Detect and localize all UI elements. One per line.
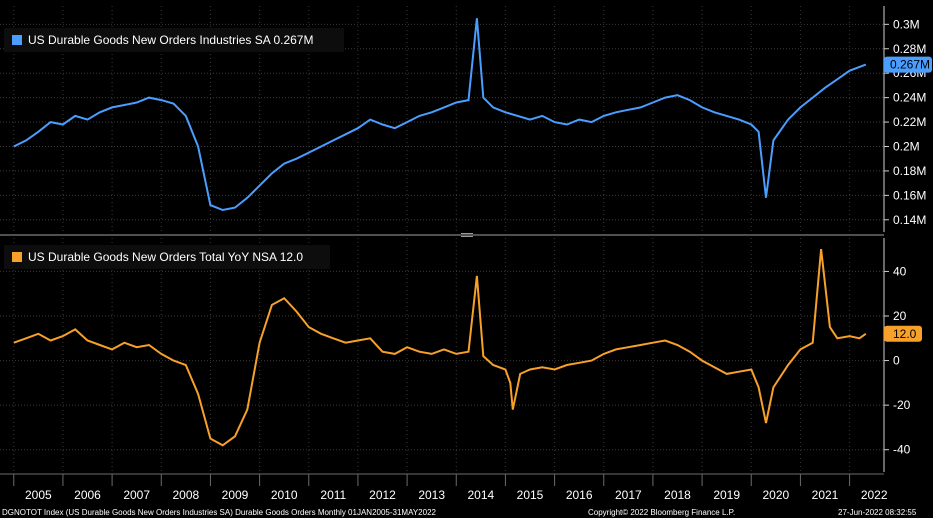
- x-axis: 2005 2006 2007 2008 2009 2010 2011 2012 2013 2014…: [13, 474, 888, 502]
- x-tick-label: 2010: [271, 488, 298, 502]
- top-legend: US Durable Goods New Orders Industries S…: [4, 28, 344, 52]
- bottom-year-gridlines: [13, 238, 851, 472]
- x-tick-label: 2005: [25, 488, 52, 502]
- bottom-gridlines: [0, 270, 884, 451]
- y-tick-label: 0.28M: [893, 42, 926, 56]
- y-tick-label: -20: [893, 398, 911, 412]
- y-tick-label: 0.2M: [893, 139, 920, 153]
- top-panel: 0.14M0.16M0.18M0.2M0.22M0.24M0.26M0.28M0…: [0, 6, 932, 232]
- x-tick-label: 2021: [812, 488, 839, 502]
- top-last-value-bg: [884, 56, 932, 73]
- top-legend-box: [4, 28, 344, 52]
- durable-goods-sa-line: [13, 18, 867, 212]
- x-tick-label: 2012: [369, 488, 396, 502]
- y-tick-label: 0: [893, 354, 900, 368]
- y-tick-label: 0.18M: [893, 164, 926, 178]
- durable-goods-yoy-line: [13, 248, 867, 447]
- x-tick-label: 2006: [74, 488, 101, 502]
- footer-copyright: Copyright© 2022 Bloomberg Finance L.P.: [588, 508, 735, 517]
- blue-legend-swatch: [12, 35, 22, 45]
- bottom-legend: US Durable Goods New Orders Total YoY NS…: [4, 245, 330, 269]
- x-tick-label: 2015: [517, 488, 544, 502]
- x-tick-label: 2013: [418, 488, 445, 502]
- x-tick-label: 2022: [861, 488, 888, 502]
- y-tick-label: 0.24M: [893, 91, 926, 105]
- x-tick-label: 2020: [762, 488, 789, 502]
- bottom-legend-label: US Durable Goods New Orders Total YoY NS…: [28, 250, 303, 264]
- y-tick-label: 0.3M: [893, 17, 920, 31]
- x-tick-label: 2017: [615, 488, 642, 502]
- y-tick-label: 0.16M: [893, 188, 926, 202]
- bottom-y-axis: -40 -20 0 20 40: [883, 238, 911, 472]
- y-tick-label: 0.22M: [893, 115, 926, 129]
- footer-series-info: DGNOTOT Index (US Durable Goods New Orde…: [2, 508, 437, 517]
- top-year-gridlines: [13, 6, 851, 232]
- bottom-last-value: 12.0: [893, 327, 917, 341]
- top-last-value: 0.267M: [890, 58, 930, 72]
- y-tick-label: 20: [893, 309, 907, 323]
- x-tick-label: 2014: [467, 488, 494, 502]
- y-tick-label: 0.14M: [893, 213, 926, 227]
- x-tick-label: 2008: [172, 488, 199, 502]
- bottom-panel: -40 -20 0 20 40 US Durable Goods New Orders …: [0, 238, 922, 472]
- orange-legend-swatch: [12, 252, 22, 262]
- footer-timestamp: 27-Jun-2022 08:32:55: [838, 508, 917, 517]
- x-tick-label: 2016: [566, 488, 593, 502]
- y-tick-label: 40: [893, 264, 907, 278]
- x-tick-label: 2019: [713, 488, 740, 502]
- x-tick-label: 2009: [222, 488, 249, 502]
- panel-resize-handle[interactable]: [461, 233, 473, 237]
- top-last-value-tag: 0.267M: [884, 56, 932, 73]
- bottom-last-value-bg: [884, 325, 922, 342]
- y-tick-label: -40: [893, 443, 911, 457]
- x-tick-label: 2007: [123, 488, 150, 502]
- top-legend-label: US Durable Goods New Orders Industries S…: [28, 33, 313, 47]
- x-tick-label: 2018: [664, 488, 691, 502]
- bottom-legend-box: [4, 245, 330, 269]
- bottom-last-value-tag: 12.0: [884, 325, 922, 342]
- footer-bar: [0, 505, 933, 518]
- x-tick-label: 2011: [320, 488, 346, 502]
